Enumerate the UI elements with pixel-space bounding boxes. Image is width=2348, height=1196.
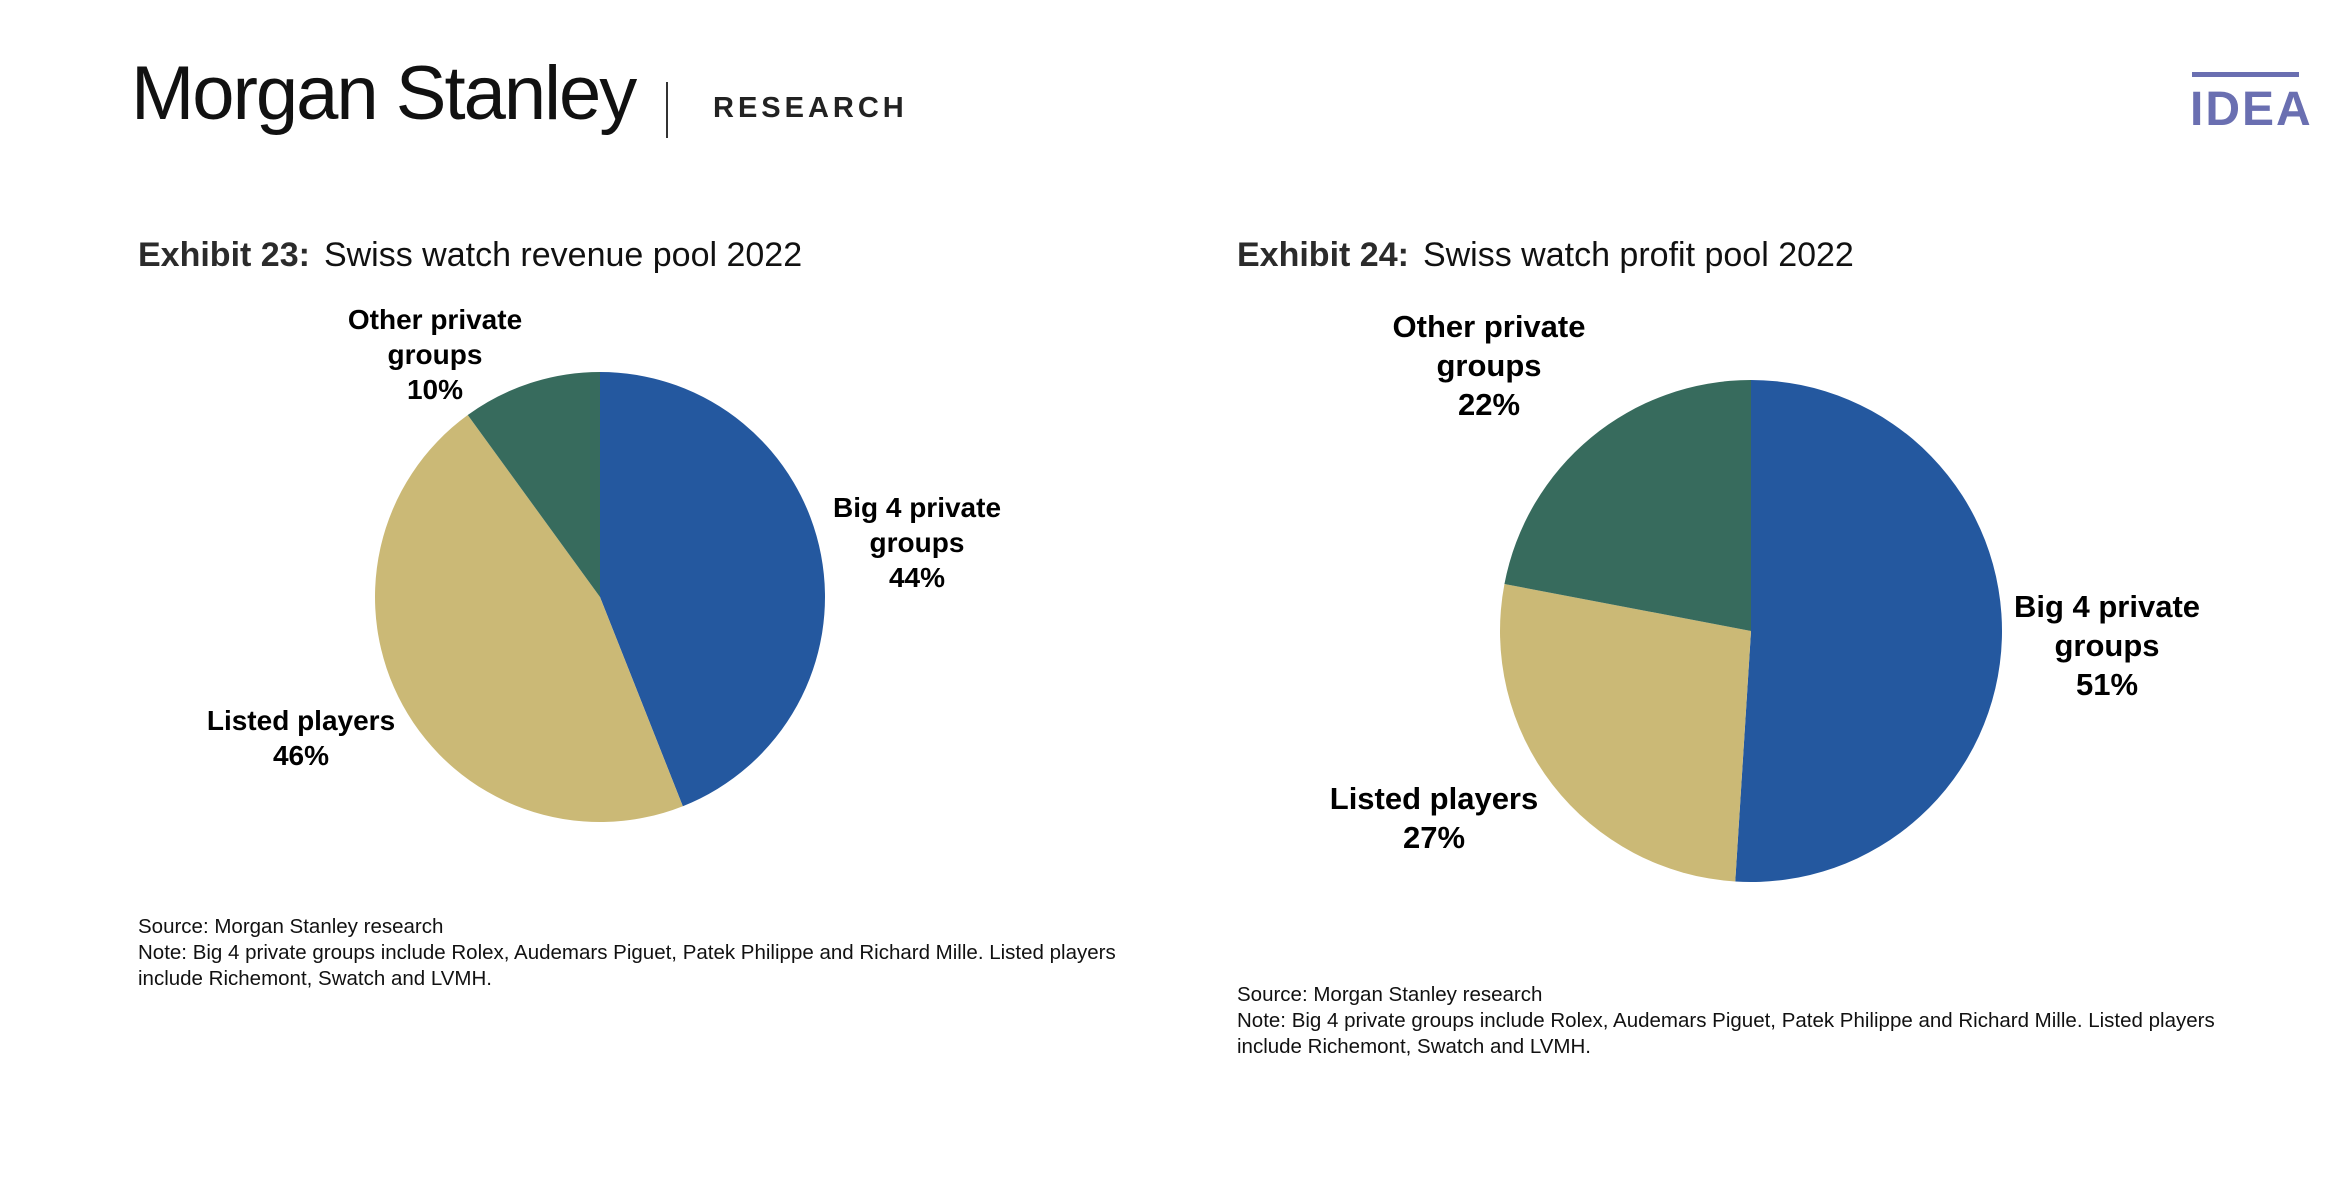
exhibit-24-note-line1: Note: Big 4 private groups include Rolex… <box>1237 1009 2215 1033</box>
pie-revenue-label-listed: Listed players 46% <box>206 705 396 771</box>
idea-badge: IDEA <box>2190 83 2313 136</box>
pie-slice-listed <box>375 414 683 822</box>
exhibit-24-note-line2: include Richemont, Swatch and LVMH. <box>1237 1035 1591 1059</box>
pie-slice-big4 <box>600 372 825 807</box>
pie-slice-other <box>1504 380 1751 631</box>
idea-badge-bar <box>2192 72 2299 77</box>
pie-slice-big4 <box>1735 380 2003 882</box>
exhibit-24-source: Source: Morgan Stanley research <box>1237 983 1543 1006</box>
pie-profit-label-other: Other private groups 22% <box>1392 309 1586 422</box>
brand-divider <box>666 82 668 138</box>
exhibit-23-caption: Swiss watch revenue pool 2022 <box>323 236 803 274</box>
exhibit-24-caption: Swiss watch profit pool 2022 <box>1422 236 1854 274</box>
pie-profit-label-big4: Big 4 private groups 51% <box>2013 589 2201 702</box>
section-label: RESEARCH <box>713 92 908 124</box>
brand-logo: Morgan Stanley <box>131 51 637 136</box>
pie-slice-listed <box>1500 583 1751 882</box>
exhibit-24-footnote: Source: Morgan Stanley research Note: Bi… <box>1237 982 2215 1060</box>
exhibit-23-source: Source: Morgan Stanley research <box>138 915 444 938</box>
exhibit-23-title: Exhibit 23: Swiss watch revenue pool 2022 <box>138 236 802 275</box>
pie-revenue-label-other: Other private groups 10% <box>347 304 523 405</box>
pie-chart-revenue <box>375 372 825 822</box>
exhibit-23-note-line1: Note: Big 4 private groups include Rolex… <box>138 941 1116 965</box>
exhibit-24-number: Exhibit 24: <box>1237 236 1409 274</box>
exhibit-23-footnote: Source: Morgan Stanley research Note: Bi… <box>138 914 1116 992</box>
exhibit-23-note-line2: include Richemont, Swatch and LVMH. <box>138 967 492 991</box>
exhibit-24-title: Exhibit 24: Swiss watch profit pool 2022 <box>1237 236 1854 275</box>
pie-slice-other <box>467 372 600 597</box>
pie-chart-profit <box>1500 380 2003 882</box>
exhibit-23-number: Exhibit 23: <box>138 236 310 274</box>
pie-profit-label-listed: Listed players 27% <box>1329 781 1539 855</box>
pie-revenue-label-big4: Big 4 private groups 44% <box>832 492 1002 593</box>
